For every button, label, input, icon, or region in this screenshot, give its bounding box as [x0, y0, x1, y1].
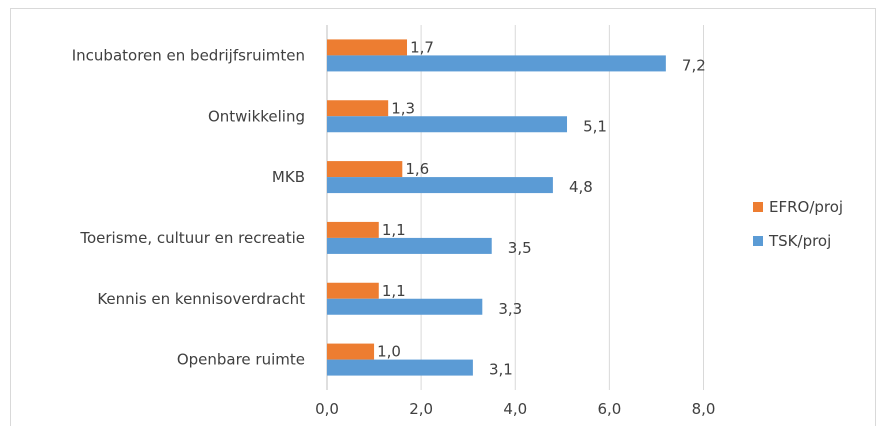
data-label: 7,2	[682, 56, 706, 74]
data-label: 3,3	[498, 300, 522, 318]
legend-label: EFRO/proj	[769, 198, 843, 216]
category-label: Kennis en kennisoverdracht	[97, 290, 305, 308]
efro-bar	[327, 221, 379, 238]
data-label: 1,6	[405, 160, 429, 178]
tsk-bar	[327, 237, 492, 254]
data-label: 3,5	[508, 239, 532, 257]
tsk-bar	[327, 116, 568, 133]
category-label: Incubatoren en bedrijfsruimten	[72, 46, 305, 64]
tsk-bar	[327, 298, 483, 315]
data-label: 3,1	[489, 361, 513, 379]
legend-label: TSK/proj	[768, 232, 831, 250]
efro-bar	[327, 100, 389, 117]
legend-swatch	[753, 202, 763, 212]
tsk-bar	[327, 177, 553, 194]
tsk-bar	[327, 55, 666, 72]
category-label: Toerisme, cultuur en recreatie	[79, 229, 305, 247]
data-label: 5,1	[583, 117, 607, 135]
x-tick-label: 2,0	[409, 400, 433, 418]
data-label: 1,7	[410, 38, 434, 56]
category-label: Ontwikkeling	[208, 107, 305, 125]
category-label: Openbare ruimte	[177, 351, 305, 369]
legend-swatch	[753, 236, 763, 246]
data-label: 1,1	[382, 221, 406, 239]
chart-frame	[10, 8, 876, 426]
data-label: 1,1	[382, 282, 406, 300]
x-tick-label: 0,0	[315, 400, 339, 418]
data-label: 1,0	[377, 343, 401, 361]
tsk-bar	[327, 359, 473, 376]
efro-bar	[327, 39, 408, 56]
efro-bar	[327, 343, 375, 360]
efro-bar	[327, 282, 379, 299]
x-tick-label: 6,0	[597, 400, 621, 418]
data-label: 4,8	[569, 178, 593, 196]
x-tick-label: 8,0	[692, 400, 716, 418]
category-label: MKB	[272, 168, 305, 186]
x-tick-label: 4,0	[503, 400, 527, 418]
efro-bar	[327, 161, 403, 178]
data-label: 1,3	[391, 99, 415, 117]
